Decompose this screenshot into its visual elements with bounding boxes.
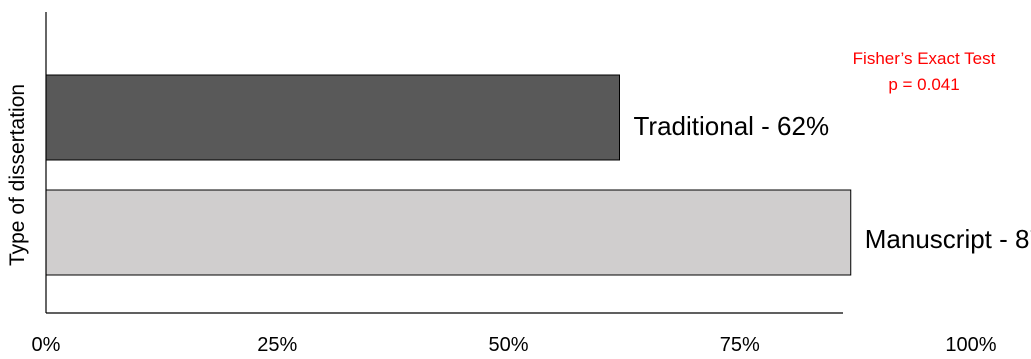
bar-manuscript [45,189,852,276]
annotation-p-value: p = 0.041 [888,75,959,94]
x-tick-label: 0% [32,334,61,356]
x-tick-label: 75% [720,334,760,356]
data-labels: Traditional - 62% Manuscript - 87% [634,111,1031,254]
x-tick-label: 25% [257,334,297,356]
data-label-manuscript: Manuscript - 87% [865,224,1031,254]
data-label-traditional: Traditional - 62% [634,111,830,141]
annotation-test-name: Fisher’s Exact Test [853,49,996,68]
y-axis-title: Type of dissertation [6,84,29,266]
x-tick-label: 50% [488,334,528,356]
x-tick-labels: 0% 25% 50% 75% 100% [32,334,997,356]
bar-traditional [45,74,620,161]
x-tick-label: 100% [945,334,996,356]
bars-group [45,74,852,276]
